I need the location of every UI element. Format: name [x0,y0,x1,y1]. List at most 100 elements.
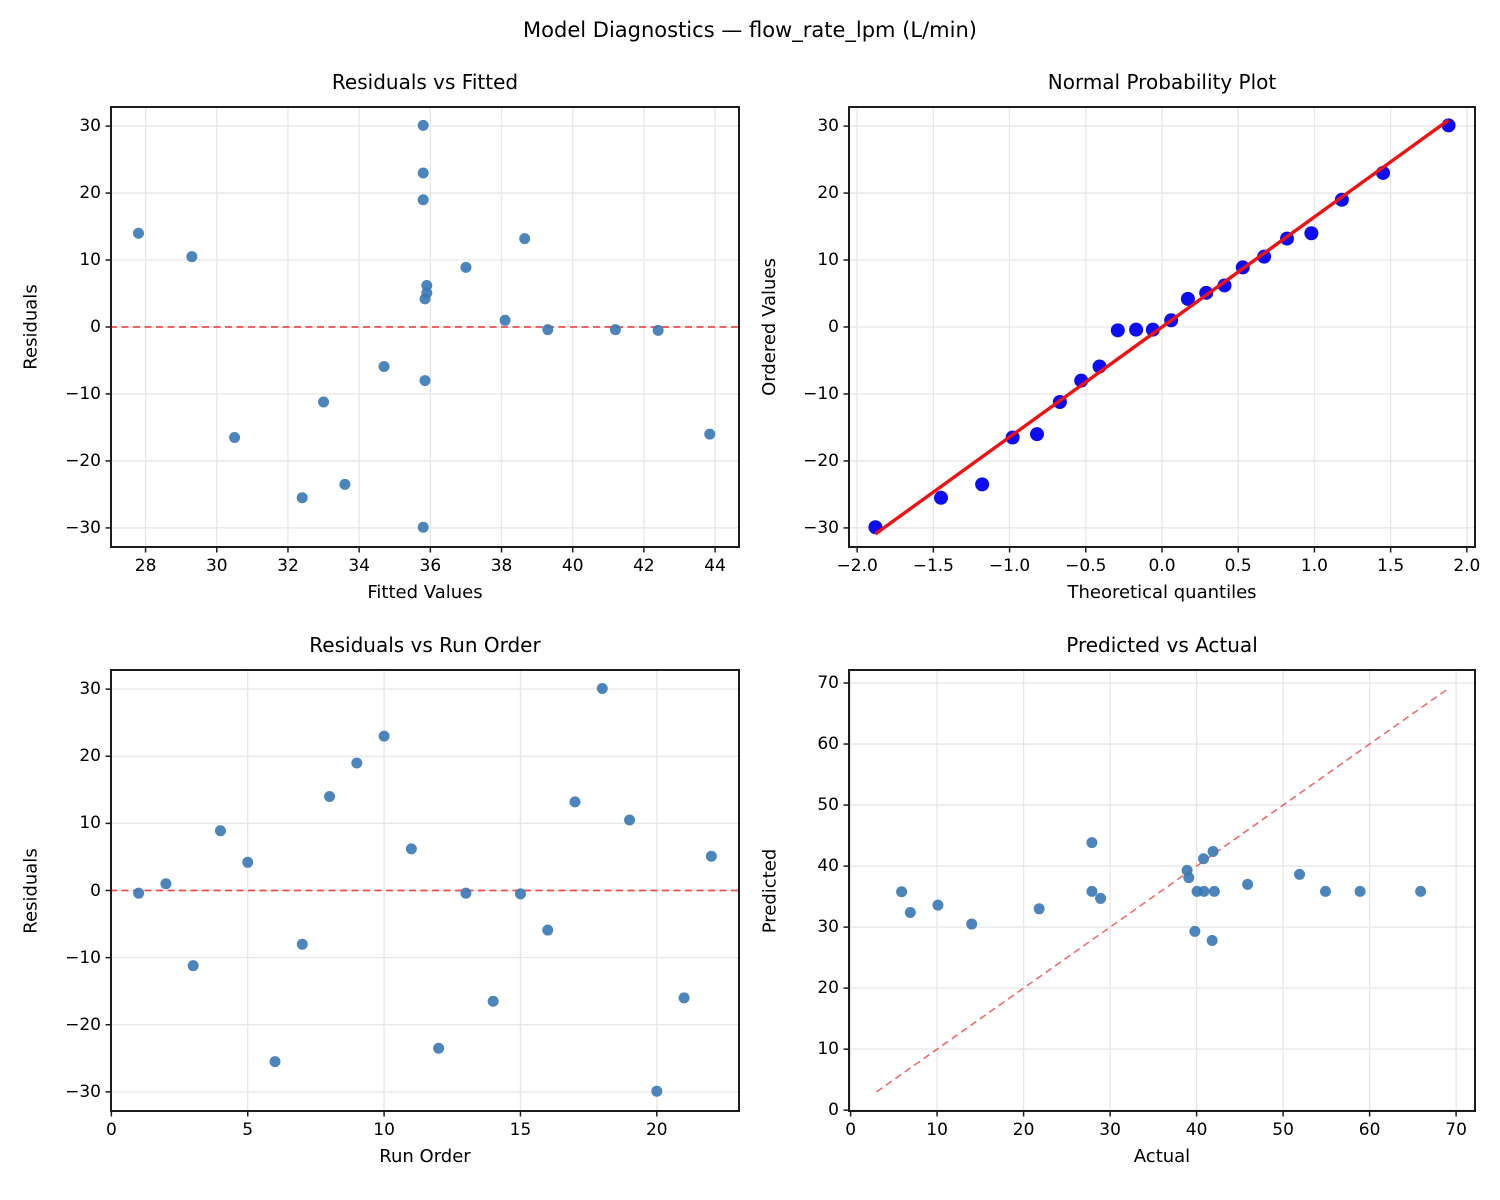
x-tick-label: 36 [419,556,442,576]
y-tick-label: 10 [79,250,101,271]
plot-title: Residuals vs Fitted [331,70,519,94]
data-point [296,492,308,504]
x-tick-label: 20 [1012,1120,1035,1140]
x-tick-label: 28 [134,556,157,576]
data-point [1354,885,1366,897]
data-point [1319,885,1331,897]
data-point [433,1042,445,1054]
x-tick-label: 2.0 [1453,556,1481,576]
y-tick-label: −20 [65,450,101,471]
data-point [1206,935,1218,947]
data-point [460,261,472,273]
plot-title: Normal Probability Plot [1047,70,1277,94]
data-point [609,324,621,336]
subplot-residuals-vs-run-order: Residuals vs Run Order Residuals Run Ord… [21,633,740,1167]
data-point [405,843,417,855]
y-tick-label: 10 [817,250,839,271]
data-point [351,757,363,769]
data-point [1304,226,1319,241]
data-point [652,324,664,336]
data-point [596,682,608,694]
plot-canvas [105,106,740,553]
y-tick-label: 20 [79,183,101,204]
x-tick-label: 30 [1099,1120,1121,1140]
x-tick-label: 50 [1272,1120,1294,1140]
y-tick-label: 0 [828,317,839,337]
data-point [704,428,716,440]
data-point [542,924,554,936]
y-tick-label: 10 [817,1039,839,1060]
axes-spines [848,106,1476,548]
y-tick-label: −30 [65,1081,101,1102]
data-point [242,856,254,868]
data-point [624,814,636,826]
axes-spines [848,669,1476,1112]
plot-title: Predicted vs Actual [1066,633,1258,657]
data-point [542,324,554,336]
data-point [705,850,717,862]
y-tick-label: 30 [79,679,101,700]
x-axis-label: Run Order [379,1146,471,1167]
data-point [324,791,336,803]
data-point [1086,837,1098,849]
data-point [1180,291,1195,306]
y-tick-label: 50 [817,795,839,816]
y-tick-label: −10 [65,947,101,968]
data-point [932,899,944,911]
y-tick-label: 20 [79,746,101,767]
x-tick-label: 15 [509,1120,532,1140]
plot-canvas [843,106,1476,553]
data-point [975,477,990,492]
data-point [417,119,429,131]
data-point [1129,322,1144,337]
x-tick-label: 44 [704,556,726,576]
data-point [487,995,499,1007]
data-point [318,396,330,408]
subplot-normal-probability-plot: Normal Probability Plot Ordered Values T… [759,70,1480,603]
data-point [187,960,199,972]
plot-canvas [843,669,1476,1117]
data-point [269,1056,281,1068]
x-tick-label: 1.0 [1300,556,1328,576]
data-point [1257,249,1272,264]
data-point [896,886,908,898]
data-point [417,167,429,179]
y-tick-label: −20 [803,450,839,471]
data-point [419,293,431,305]
x-tick-label: 1.5 [1377,556,1405,576]
x-tick-label: 10 [373,1120,395,1140]
x-tick-label: 20 [645,1120,668,1140]
y-tick-label: −30 [803,517,839,538]
y-tick-label: 70 [817,673,839,694]
y-tick-label: 60 [817,734,839,755]
x-tick-label: 30 [205,556,228,576]
y-tick-label: −10 [803,383,839,404]
data-point [417,194,429,206]
y-tick-label: 10 [79,813,101,834]
x-tick-label: 10 [926,1120,948,1140]
data-point [460,887,472,899]
data-point [499,314,511,326]
data-point [296,938,308,950]
fit-line [874,118,1450,536]
x-tick-label: 0 [845,1120,857,1140]
data-point [1095,892,1107,904]
data-point [1145,322,1160,337]
data-point [519,233,531,245]
data-point [1207,845,1219,857]
x-axis-label: Theoretical quantiles [1067,582,1257,603]
data-point [966,918,978,930]
x-tick-label: 38 [490,556,513,576]
data-point [904,906,916,918]
data-point [133,887,145,899]
plot-title: Residuals vs Run Order [309,633,541,657]
axes-spines [110,669,740,1112]
y-tick-label: 40 [817,856,839,877]
x-tick-label: 0 [105,1120,117,1140]
data-point [186,251,198,263]
data-point [1242,878,1254,890]
data-point [1030,427,1045,442]
subplot-predicted-vs-actual: Predicted vs Actual Predicted Actual 0 10… [759,633,1476,1167]
data-point [514,888,526,900]
data-point [132,227,144,239]
